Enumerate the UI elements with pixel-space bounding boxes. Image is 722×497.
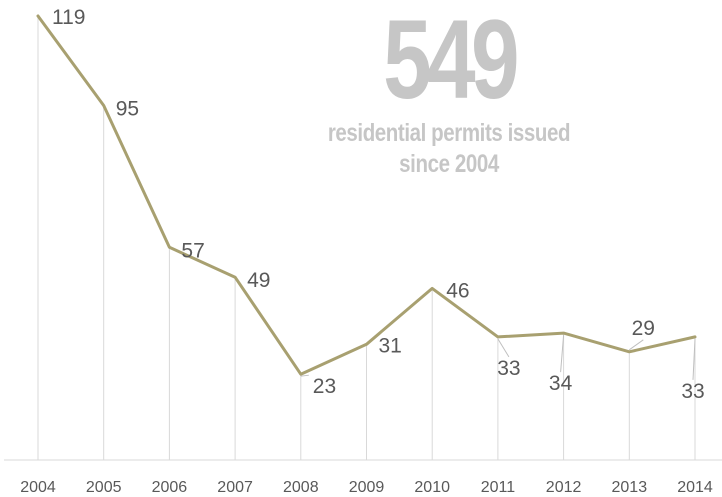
x-tick-label-2011: 2011 (481, 479, 516, 496)
leader-line-2013 (629, 339, 644, 351)
leader-line-2011 (497, 338, 510, 358)
data-label-2004: 119 (52, 6, 85, 29)
highlight-number: 549 (383, 0, 519, 122)
x-tick-label-2006: 2006 (152, 479, 188, 496)
x-tick-label-2012: 2012 (546, 479, 582, 496)
highlight-caption: residential permits issued since 2004 (327, 118, 571, 180)
label-leader-lines (300, 335, 696, 380)
highlight-caption-line1: residential permits issued (327, 119, 571, 147)
x-tick-label-2005: 2005 (86, 479, 122, 496)
x-tick-label-2014: 2014 (677, 479, 713, 496)
x-tick-label-2008: 2008 (283, 479, 319, 496)
data-label-2014: 33 (681, 380, 704, 403)
data-label-2007: 49 (247, 269, 270, 292)
series-line (36, 14, 697, 376)
x-tick-label-2004: 2004 (20, 479, 56, 496)
x-tick-label-2010: 2010 (414, 479, 450, 496)
leader-line-2014 (692, 338, 696, 380)
data-label-2005: 95 (116, 98, 139, 121)
leader-line-2008 (300, 374, 309, 377)
x-tick-label-2009: 2009 (349, 479, 385, 496)
data-label-2010: 46 (446, 279, 469, 302)
data-label-2011: 33 (497, 357, 520, 380)
leader-line-2012 (560, 335, 565, 373)
data-label-2006: 57 (181, 239, 204, 262)
data-label-2009: 31 (379, 334, 402, 357)
data-label-2008: 23 (313, 375, 336, 398)
data-label-2013: 29 (632, 317, 655, 340)
data-labels: 119 95 57 49 23 31 46 33 34 29 33 (52, 6, 705, 403)
x-tick-label-2013: 2013 (612, 479, 648, 496)
series-line-group (36, 14, 697, 376)
x-tick-label-2007: 2007 (217, 479, 253, 496)
highlight-caption-line2: since 2004 (399, 150, 499, 178)
drop-lines (37, 16, 696, 460)
data-label-2012: 34 (549, 372, 573, 395)
x-tick-labels: 2004 2005 2006 2007 2008 2009 2010 2011 2012 2013… (20, 479, 713, 496)
